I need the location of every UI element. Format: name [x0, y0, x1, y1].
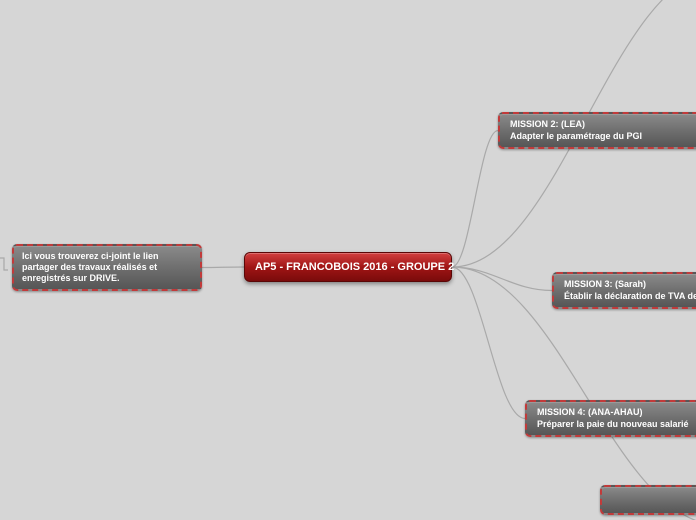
- mission-node-m4[interactable]: MISSION 4: (ANA-AHAU)Préparer la paie du…: [525, 400, 696, 437]
- mission-node-m2[interactable]: MISSION 2: (LEA)Adapter le paramétrage d…: [498, 112, 696, 149]
- mission-title: MISSION 4: (ANA-AHAU): [537, 406, 696, 418]
- mission-subtitle: Adapter le paramétrage du PGI: [510, 130, 696, 142]
- root-node[interactable]: AP5 - FRANCOBOIS 2016 - GROUPE 2: [244, 252, 452, 282]
- mission-subtitle: Préparer la paie du nouveau salarié: [537, 418, 696, 430]
- mindmap-canvas: AP5 - FRANCOBOIS 2016 - GROUPE 2 Ici vou…: [0, 0, 696, 520]
- mission-title: MISSION 3: (Sarah): [564, 278, 696, 290]
- mission-subtitle: Établir la déclaration de TVA de se: [564, 290, 696, 302]
- mission-title: MISSION 2: (LEA): [510, 118, 696, 130]
- offscreen-node: [600, 485, 696, 515]
- mission-node-m3[interactable]: MISSION 3: (Sarah)Établir la déclaration…: [552, 272, 696, 309]
- info-box[interactable]: Ici vous trouverez ci-joint le lien part…: [12, 244, 202, 291]
